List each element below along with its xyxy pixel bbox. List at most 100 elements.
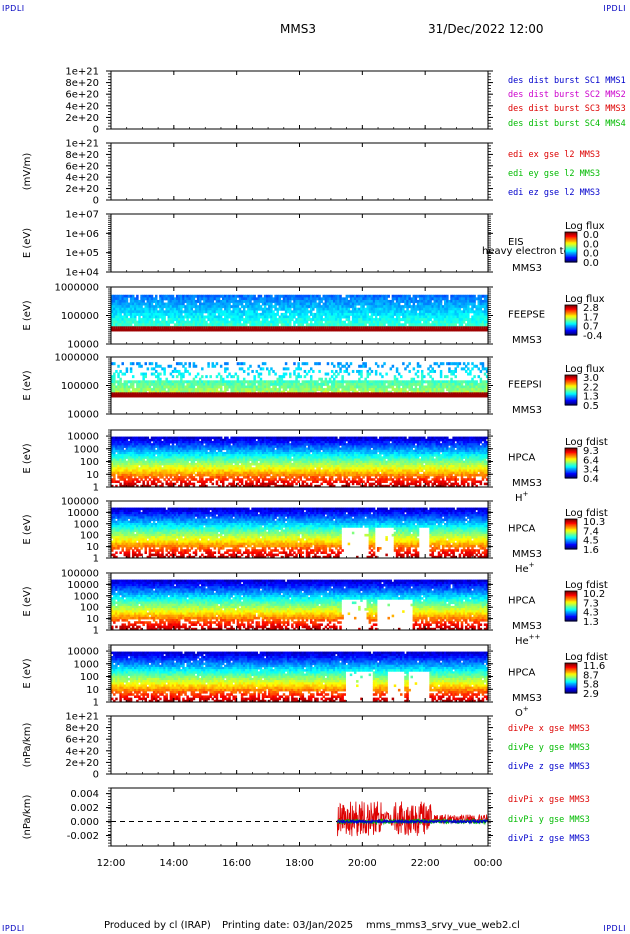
series-label: edi ey gse l2 MMS3 (508, 169, 600, 179)
x-tick-label: 22:00 (411, 858, 440, 869)
colorbar-tick-label: 0.0 (583, 239, 599, 250)
species-label: He++ (515, 633, 541, 647)
colorbar-tick-label: 4.5 (583, 536, 599, 547)
y-tick-label: 1e+07 (65, 210, 99, 221)
y-axis-label: (nPa/km) (22, 795, 33, 840)
instrument-label: HPCA (508, 596, 536, 607)
overlay-label: heavy electron to (482, 246, 570, 257)
y-tick-label: 1e+21 (65, 139, 99, 150)
corner-tag-bottom-left: IPDLI (2, 924, 25, 933)
colorbar-tick-label: 1.3 (583, 617, 599, 628)
spacecraft-label: MMS3 (512, 335, 542, 346)
y-tick-label: 100 (80, 531, 99, 542)
x-tick-label: 16:00 (222, 858, 251, 869)
colorbar-tick-label: 4.3 (583, 608, 599, 619)
y-tick-label: 0.002 (70, 803, 99, 814)
y-tick-label: 4e+20 (65, 746, 99, 757)
y-tick-label: 1000000 (54, 353, 99, 364)
colorbar-tick-label: 0.0 (583, 230, 599, 241)
series-label: divPe x gse MMS3 (508, 724, 590, 734)
y-tick-label: 10000 (67, 508, 99, 519)
series-label: divPi y gse MMS3 (508, 815, 590, 825)
y-tick-label: 1 (93, 483, 99, 494)
colorbar-tick-label: 9.3 (583, 446, 599, 457)
y-axis-label: E (eV) (22, 514, 33, 544)
series-label: edi ez gse l2 MMS3 (508, 188, 600, 198)
y-tick-label: 0 (93, 770, 99, 781)
y-tick-label: -0.002 (67, 831, 99, 842)
y-tick-label: 0 (93, 125, 99, 136)
colorbar-tick-label: 6.4 (583, 455, 599, 466)
spacecraft-label: MMS3 (512, 549, 542, 560)
footer-produced: Produced by cl (IRAP) (104, 920, 211, 931)
colorbar-title: Log flux (565, 294, 605, 305)
panel-feepsi: 1000000 100000 10000 E (eV) FEEPSI MMS3 Log fl… (22, 353, 605, 421)
panel-frame (110, 213, 489, 273)
y-tick-label: 10 (86, 542, 99, 553)
y-tick-label: 2e+20 (65, 758, 99, 769)
species-label: He+ (515, 561, 535, 575)
series-label: des dist burst SC2 MMS2 (508, 90, 626, 100)
series-label: edi ex gse l2 MMS3 (508, 150, 600, 160)
spacecraft-label: MMS3 (512, 478, 542, 489)
panel-divpi: divPi x gse MMS3 divPi y gse MMS3 divPi z … (22, 787, 590, 847)
y-tick-label: 100000 (61, 381, 99, 392)
instrument-label: FEEPSE (508, 310, 545, 321)
corner-tag-top-right: IPDLI (603, 4, 626, 13)
species-label: O+ (515, 705, 529, 719)
y-tick-label: 1e+21 (65, 712, 99, 723)
y-tick-label: 1e+06 (65, 229, 99, 240)
colorbar-tick-label: 0.5 (583, 401, 599, 412)
datetime-title: 31/Dec/2022 12:00 (428, 22, 544, 36)
panel-stack: des dist burst SC1 MMS1 des dist burst SC… (22, 67, 626, 870)
colorbar-tick-label: 0.4 (583, 474, 599, 485)
y-tick-label: 4e+20 (65, 173, 99, 184)
series-label: des dist burst SC3 MMS3 (508, 104, 626, 114)
y-tick-label: 8e+20 (65, 150, 99, 161)
colorbar-tick-label: 1.7 (583, 312, 599, 323)
y-axis-label: E (eV) (22, 586, 33, 616)
instrument-label: HPCA (508, 524, 536, 535)
colorbar (564, 590, 578, 622)
x-tick-label: 14:00 (159, 858, 188, 869)
colorbar-tick-label: 10.3 (583, 517, 605, 528)
y-tick-label: 0.000 (70, 817, 99, 828)
y-tick-label: 10 (86, 614, 99, 625)
y-tick-label: 6e+20 (65, 161, 99, 172)
spectrogram-image (111, 294, 488, 332)
colorbar-tick-label: 8.7 (583, 670, 599, 681)
colorbar (564, 447, 578, 479)
series-line (337, 818, 489, 825)
species-label: H+ (515, 490, 529, 504)
panel-divpe: divPe x gse MMS3 divPe y gse MMS3 divPe z … (22, 712, 590, 781)
y-tick-label: 1e+21 (65, 67, 99, 78)
panel-frame (110, 715, 489, 775)
series-label: des dist burst SC4 MMS4 (508, 119, 626, 129)
y-tick-label: 1000 (74, 444, 99, 455)
series-line (336, 801, 489, 837)
x-tick-label: 12:00 (97, 858, 126, 869)
series-label: divPe z gse MMS3 (508, 762, 590, 772)
y-tick-label: 1000000 (54, 283, 99, 294)
y-tick-label: 1e+04 (65, 268, 99, 279)
y-tick-label: 10000 (67, 432, 99, 443)
y-axis-label: E (eV) (22, 443, 33, 473)
colorbar-tick-label: 2.9 (583, 689, 599, 700)
y-tick-label: 8e+20 (65, 78, 99, 89)
colorbar (564, 662, 578, 694)
colorbar (564, 304, 578, 336)
panel-edi: edi ex gse l2 MMS3 edi ey gse l2 MMS3 edi … (22, 139, 600, 207)
y-tick-label: 10000 (67, 410, 99, 421)
spectrogram-image (111, 579, 488, 630)
panel-frame (110, 70, 489, 130)
colorbar-tick-label: 11.6 (583, 661, 605, 672)
y-tick-label: 4e+20 (65, 101, 99, 112)
y-axis-label: E (eV) (22, 300, 33, 330)
y-tick-label: 0 (93, 196, 99, 207)
y-tick-label: 100 (80, 672, 99, 683)
y-axis-label: E (eV) (22, 658, 33, 688)
y-tick-label: 1e+05 (65, 248, 99, 259)
